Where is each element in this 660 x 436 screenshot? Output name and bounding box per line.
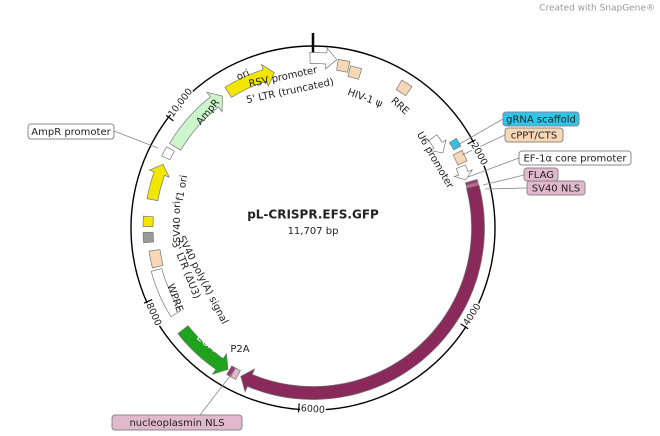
callout-label: gRNA scaffold [506,115,576,126]
tick-label: 8000 [143,301,163,328]
feature-shape [395,79,413,97]
feature-label: SV40 ori [172,201,183,243]
feature-shape [161,146,175,161]
watermark: Created with SnapGene® [539,4,655,14]
callout-box [111,414,243,431]
callout-box [27,123,115,140]
tick-mark [467,139,476,145]
tick-label: 6000 [300,403,325,416]
features [142,47,485,400]
feature-shape [150,268,181,318]
leader-line [467,157,520,178]
callout-label: SV40 NLS [532,184,581,195]
tick-mark [165,114,174,122]
feature-shape [142,215,154,227]
feature-label: RRE [388,96,410,118]
feature-shape [146,163,170,202]
callout-label: nucleoplasmin NLS [129,418,224,429]
callout-box [518,150,632,166]
tick-mark [460,323,469,330]
feature-shape [347,65,363,80]
feature-label: ori [235,68,251,83]
feature-label: f1 ori [175,174,190,202]
feature-shape [453,164,474,181]
leader-line [484,187,528,190]
feature-shape [226,365,236,378]
feature-shape [428,134,447,154]
feature-shape [169,91,223,151]
feature-shape [449,137,462,151]
feature-shape [142,231,154,244]
callout-label: AmpR promoter [31,127,111,138]
feature-shape [240,184,485,400]
tick-mark [297,403,300,413]
callout-box [502,111,580,127]
feature-label: HIV-1 ψ [346,87,384,110]
callout-label: cPPT/CTS [511,131,557,142]
leader-line [199,371,234,416]
feature-label: P2A [230,344,249,355]
callout-box [526,180,586,196]
plasmid-name: pL-CRISPR.EFS.GFP [247,208,379,222]
feature-shape [224,63,275,98]
callout-label: EF-1α core promoter [523,154,627,165]
callout-box [504,127,564,143]
leader-line [455,118,504,147]
plasmid-size: 11,707 bp [288,226,339,237]
feature-shape [148,249,164,269]
feature-shape [452,149,468,166]
leader-line [482,174,525,186]
feature-shape [336,58,351,73]
tick-label: 2000 [468,141,489,168]
tick-mark [143,299,153,304]
feature-label: SV40 poly(A) signal [175,234,229,326]
callout-label: FLAG [528,170,554,181]
leader-line [113,130,159,149]
feature-shape [177,325,229,375]
feature-shape [309,47,338,70]
leader-line [461,134,506,156]
